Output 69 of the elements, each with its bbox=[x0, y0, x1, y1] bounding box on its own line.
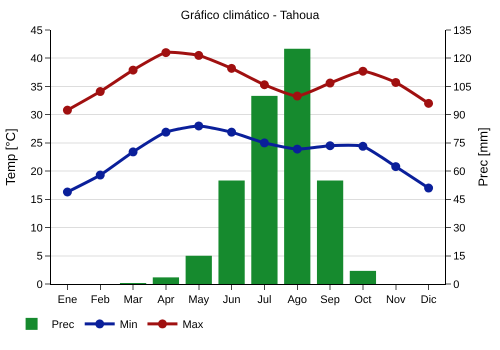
bar bbox=[218, 180, 245, 284]
point bbox=[128, 66, 138, 75]
point bbox=[128, 147, 138, 156]
point bbox=[227, 128, 236, 137]
x-tick-label: Apr bbox=[157, 294, 175, 306]
y-tick-label: 10 bbox=[30, 222, 43, 234]
y2-tick-label: 90 bbox=[453, 110, 466, 122]
y-axis-title: Temp [°C] bbox=[3, 128, 18, 186]
point bbox=[326, 78, 335, 88]
point bbox=[292, 92, 302, 101]
point bbox=[62, 188, 72, 196]
x-tick-label: May bbox=[188, 294, 210, 306]
x-tick-label: Oct bbox=[354, 294, 372, 306]
bar bbox=[251, 96, 278, 284]
point bbox=[161, 128, 170, 137]
point bbox=[161, 48, 170, 58]
y2-tick-label: 60 bbox=[453, 166, 466, 178]
point bbox=[391, 162, 400, 172]
y2-tick-label: 105 bbox=[453, 81, 472, 94]
point bbox=[260, 80, 269, 90]
legend-label: Min bbox=[120, 319, 138, 332]
y-tick-label: 40 bbox=[30, 53, 43, 66]
x-tick-label: Jun bbox=[222, 294, 240, 306]
y2-tick-label: 75 bbox=[453, 138, 466, 150]
y2-axis-title: Prec [mm] bbox=[476, 127, 490, 187]
y-tick-label: 45 bbox=[30, 24, 43, 37]
y-tick-label: 15 bbox=[30, 194, 43, 206]
y-tick-label: 0 bbox=[36, 278, 43, 291]
x-tick-label: Mar bbox=[124, 294, 143, 306]
point bbox=[292, 144, 302, 154]
point bbox=[260, 138, 269, 148]
point bbox=[194, 50, 204, 60]
x-tick-label: Sep bbox=[320, 294, 340, 306]
point bbox=[194, 121, 204, 130]
y-tick-label: 20 bbox=[30, 166, 43, 178]
point bbox=[227, 64, 236, 73]
point bbox=[358, 142, 368, 151]
bar bbox=[186, 256, 212, 284]
y-tick-label: 30 bbox=[30, 110, 43, 122]
y2-tick-label: 135 bbox=[453, 24, 472, 37]
point bbox=[391, 78, 400, 87]
x-tick-label: Ene bbox=[58, 294, 78, 306]
legend-label: Prec bbox=[52, 319, 75, 332]
point bbox=[424, 98, 434, 108]
y-tick-label: 25 bbox=[30, 138, 43, 150]
y2-tick-label: 0 bbox=[453, 278, 460, 291]
y-tick-label: 5 bbox=[36, 250, 43, 263]
bar bbox=[350, 270, 376, 284]
x-tick-label: Ago bbox=[287, 294, 308, 306]
bar bbox=[316, 180, 344, 284]
x-tick-label: Feb bbox=[90, 294, 110, 306]
x-tick-label: Jul bbox=[257, 294, 272, 306]
chart-title: Gráfico climático - Tahoua bbox=[180, 8, 320, 22]
point bbox=[424, 184, 434, 193]
x-tick-label: Dic bbox=[420, 294, 438, 306]
legend-label: Max bbox=[182, 319, 204, 332]
y2-tick-label: 45 bbox=[453, 194, 466, 206]
y2-tick-label: 120 bbox=[453, 53, 472, 66]
y2-tick-label: 30 bbox=[453, 222, 466, 234]
x-tick-label: Nov bbox=[386, 294, 406, 306]
bar bbox=[284, 48, 310, 284]
bar bbox=[152, 277, 180, 284]
point bbox=[326, 141, 335, 150]
y-tick-label: 35 bbox=[30, 81, 43, 94]
point bbox=[96, 87, 105, 96]
y2-tick-label: 15 bbox=[453, 250, 466, 263]
point bbox=[96, 170, 105, 180]
point bbox=[62, 106, 72, 115]
point bbox=[358, 66, 368, 76]
